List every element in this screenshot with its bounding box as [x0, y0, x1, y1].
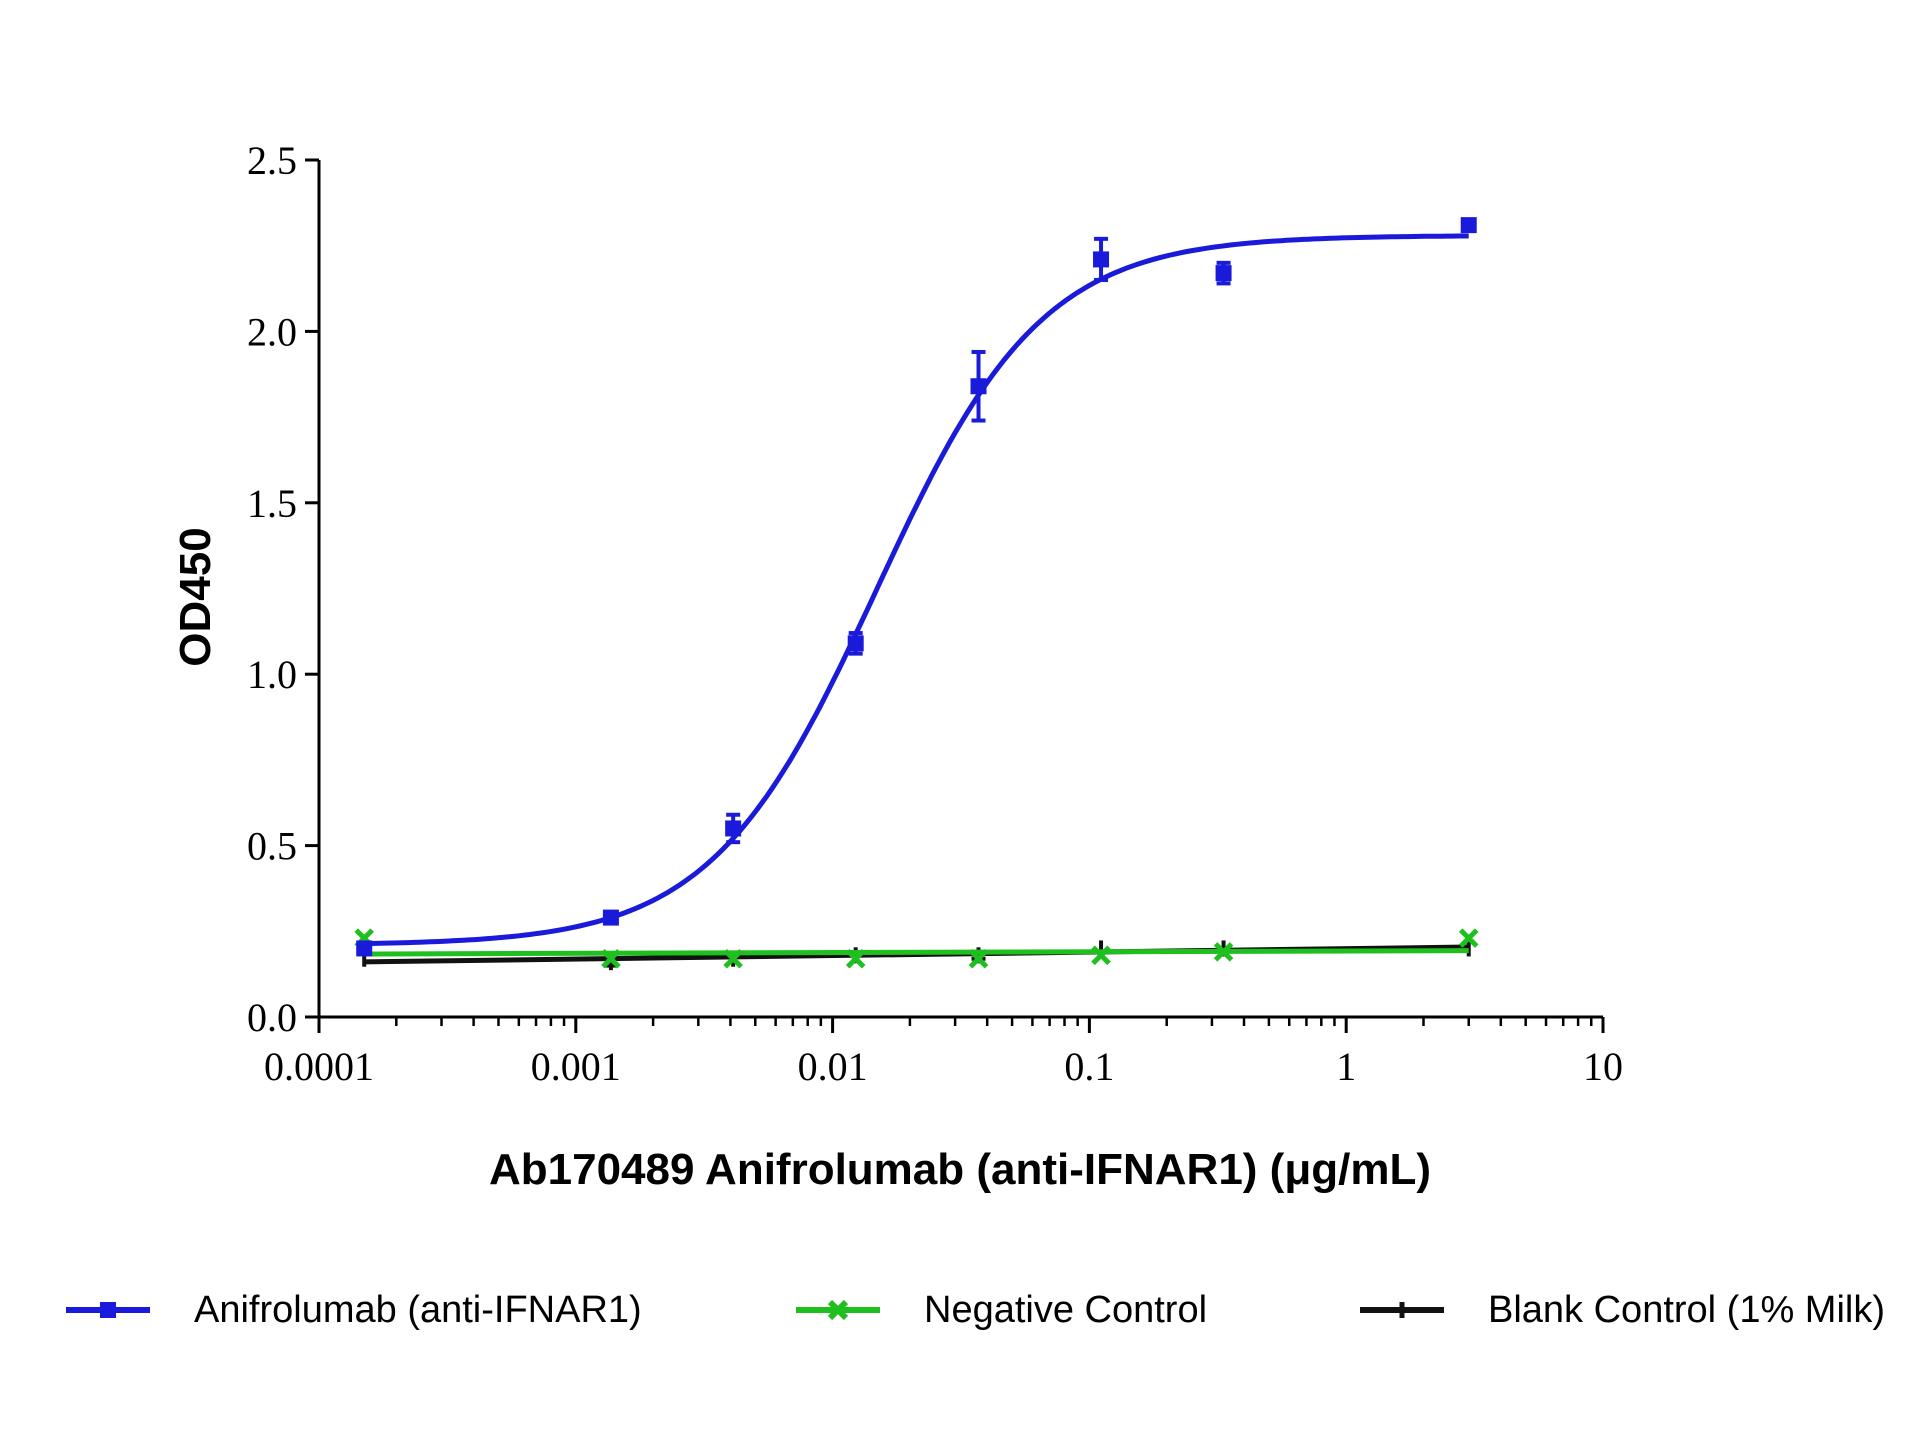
y-tick-label: 0.5 [247, 824, 297, 869]
data-point [356, 940, 373, 957]
legend-label-blank-control: Blank Control (1% Milk) [1488, 1288, 1885, 1331]
y-tick-label: 2.5 [247, 138, 297, 183]
legend-swatch-blank-control [1360, 1302, 1444, 1318]
legend: Anifrolumab (anti-IFNAR1) Negative Contr… [0, 1270, 1920, 1350]
data-point [1215, 265, 1232, 282]
y-tick-label: 0.0 [247, 995, 297, 1040]
data-point [968, 948, 989, 969]
data-point [847, 635, 864, 652]
chart-axes: 0.0 0.5 1.0 1.5 2.0 2.5 0.0001 0.001 0.01 0.1 1 10 [247, 138, 1623, 1089]
legend-swatch-negative-control [796, 1299, 880, 1321]
chart-series [354, 217, 1479, 971]
x-tick-label: 0.001 [531, 1044, 621, 1089]
data-point [970, 378, 987, 395]
data-point [601, 948, 621, 969]
data-point [602, 909, 619, 926]
y-axis-title: OD450 [171, 527, 220, 666]
x-tick-label: 0.1 [1064, 1044, 1114, 1089]
fit-line-anifrolumab [364, 233, 1469, 947]
legend-label-anifrolumab: Anifrolumab (anti-IFNAR1) [194, 1288, 642, 1331]
legend-item-negative-control: Negative Control [796, 1270, 1207, 1350]
x-axis-title: Ab170489 Anifrolumab (anti-IFNAR1) (μg/m… [489, 1145, 1431, 1194]
legend-label-negative-control: Negative Control [924, 1288, 1208, 1331]
series-anifrolumab [356, 217, 1477, 957]
series-negative-control [354, 928, 1479, 969]
fit-line-negative-control [364, 948, 1469, 957]
x-tick-label: 10 [1583, 1044, 1623, 1089]
data-point [1460, 217, 1477, 234]
y-tick-label: 2.0 [247, 309, 297, 354]
data-point [1091, 945, 1111, 966]
y-tick-label: 1.5 [247, 481, 297, 526]
y-tick-label: 1.0 [247, 652, 297, 697]
data-point [1458, 928, 1479, 948]
data-point [1093, 251, 1110, 268]
legend-swatch-anifrolumab [66, 1302, 150, 1318]
x-tick-label: 0.0001 [264, 1044, 374, 1089]
legend-item-blank-control: Blank Control (1% Milk) [1360, 1270, 1885, 1350]
data-point [845, 948, 866, 969]
legend-item-anifrolumab: Anifrolumab (anti-IFNAR1) [66, 1270, 642, 1350]
data-point [1213, 942, 1234, 962]
data-point [725, 820, 742, 837]
data-point [723, 948, 743, 969]
x-tick-label: 1 [1336, 1044, 1356, 1089]
x-tick-label: 0.01 [798, 1044, 868, 1089]
